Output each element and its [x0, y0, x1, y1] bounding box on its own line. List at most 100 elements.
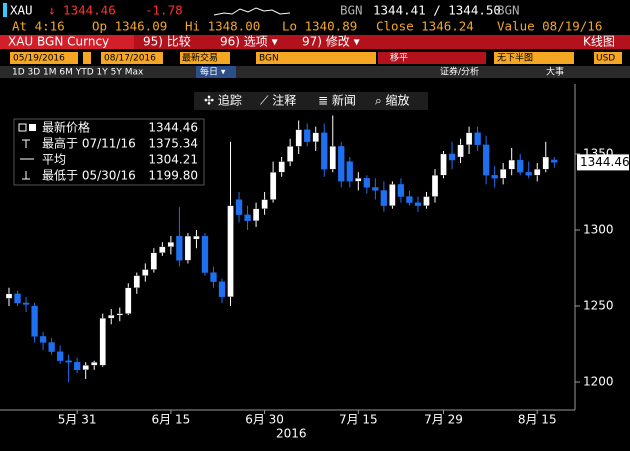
candle-body	[227, 205, 234, 298]
candle-body	[244, 214, 251, 222]
candle-body	[287, 146, 294, 162]
field-source[interactable]: BGN	[259, 54, 279, 64]
toolbar	[0, 66, 630, 78]
candle-body	[125, 287, 132, 314]
candle-body	[91, 362, 98, 366]
last-price-box	[577, 154, 629, 171]
candle-body	[329, 146, 336, 170]
candle-body	[482, 144, 490, 176]
analysis[interactable]: 证券/分析	[440, 66, 479, 78]
candle-body	[116, 313, 123, 316]
candle-body	[312, 132, 319, 142]
input-box[interactable]	[494, 52, 574, 64]
candle-body	[440, 153, 447, 176]
candle-body	[304, 129, 311, 142]
end-date[interactable]: 08/17/2016	[104, 54, 156, 64]
menu-item[interactable]: 95) 比较	[143, 34, 191, 49]
legend-label: 最低于 05/30/16	[42, 169, 136, 183]
y-tick-label: 1250	[583, 299, 614, 313]
frequency-box[interactable]	[196, 66, 236, 78]
candle-body	[22, 302, 30, 305]
security-box	[0, 35, 134, 49]
candle-body	[363, 178, 370, 188]
input-box[interactable]	[378, 52, 486, 64]
menu-item[interactable]: 97) 修改 ▾	[302, 34, 360, 49]
candle-body	[431, 175, 439, 197]
chart-toolbar	[194, 92, 428, 110]
tool[interactable]: ✣ 追踪	[204, 93, 242, 108]
field[interactable]: 最新交易	[182, 52, 218, 64]
candle-body	[65, 360, 72, 363]
x-tick-label: 7月 29	[424, 413, 463, 427]
candle-body	[380, 190, 388, 206]
source: BGN	[497, 3, 520, 18]
candle-body	[150, 252, 157, 270]
start-date[interactable]: 05/19/2016	[13, 54, 65, 64]
candle-body	[159, 246, 166, 253]
legend-value: 1199.80	[148, 169, 198, 183]
candle-body	[423, 196, 430, 206]
lower-pane[interactable]: 无下半图	[497, 52, 533, 64]
candle-body	[218, 281, 226, 298]
candle-body	[39, 336, 47, 343]
candle-body	[74, 362, 81, 371]
candle-body	[184, 235, 192, 261]
input-box[interactable]	[256, 52, 376, 64]
legend-value: 1375.34	[148, 137, 198, 151]
candle-body	[235, 199, 243, 215]
x-tick-label: 8月 15	[518, 413, 557, 427]
tool[interactable]: ≣ 新闻	[318, 93, 356, 108]
candle-body	[201, 235, 209, 273]
candle-body	[355, 178, 362, 182]
periods[interactable]: 1D 3D 1M 6M YTD 1Y 5Y Max	[12, 68, 144, 78]
candle-body	[99, 318, 106, 366]
frequency[interactable]: 每日 ▾	[200, 66, 226, 78]
currency[interactable]: USD	[596, 54, 615, 64]
candle-body	[193, 235, 200, 240]
candle-body	[278, 161, 285, 173]
candle-body	[346, 161, 353, 182]
tool[interactable]: ⟋ 注释	[260, 93, 296, 108]
legend-value: 1304.21	[148, 153, 198, 167]
candle-body	[252, 208, 260, 222]
value-date: Value 08/19/16	[497, 19, 602, 34]
open: Op 1346.09	[92, 19, 167, 34]
y-tick-label: 1200	[583, 375, 614, 389]
input-box[interactable]	[10, 52, 78, 64]
candle-body	[500, 169, 507, 179]
x-tick-label: 7月 15	[339, 413, 378, 427]
menu-item[interactable]: 96) 选项 ▾	[220, 35, 278, 49]
candle-body	[261, 199, 268, 209]
view[interactable]: K线图	[583, 35, 615, 49]
candle-body	[56, 351, 64, 361]
input-box[interactable]	[83, 52, 91, 64]
candle-body	[133, 275, 140, 288]
ticker-marker	[3, 3, 7, 17]
candle-body	[14, 293, 21, 304]
x-tick-label: 6月 15	[152, 413, 191, 427]
candle-body	[389, 184, 396, 206]
shift[interactable]: 移平	[390, 52, 408, 64]
tool[interactable]: ⌕ 缩放	[375, 93, 410, 108]
events[interactable]: 大事	[546, 66, 564, 78]
legend-label: 平均	[42, 153, 66, 167]
bid-ask: 1344.41 / 1344.50	[373, 3, 501, 18]
candle-body	[338, 146, 345, 182]
source: BGN	[340, 3, 363, 18]
candle-body	[457, 144, 464, 158]
input-box[interactable]	[180, 52, 230, 64]
input-box[interactable]	[101, 52, 163, 64]
candle-body	[525, 172, 532, 176]
low: Lo 1340.89	[282, 19, 357, 34]
candle-body	[167, 241, 175, 247]
legend-box	[13, 118, 205, 186]
sparkline	[213, 7, 291, 16]
candle-body	[372, 187, 379, 191]
change: -1.78	[145, 3, 183, 18]
x-tick-label: 6月 30	[245, 413, 284, 427]
x-tick-label: 5月 31	[58, 413, 97, 427]
candle-body	[48, 342, 55, 352]
input-box[interactable]	[594, 52, 622, 64]
legend-icon	[18, 123, 27, 132]
candle-body	[176, 235, 183, 261]
